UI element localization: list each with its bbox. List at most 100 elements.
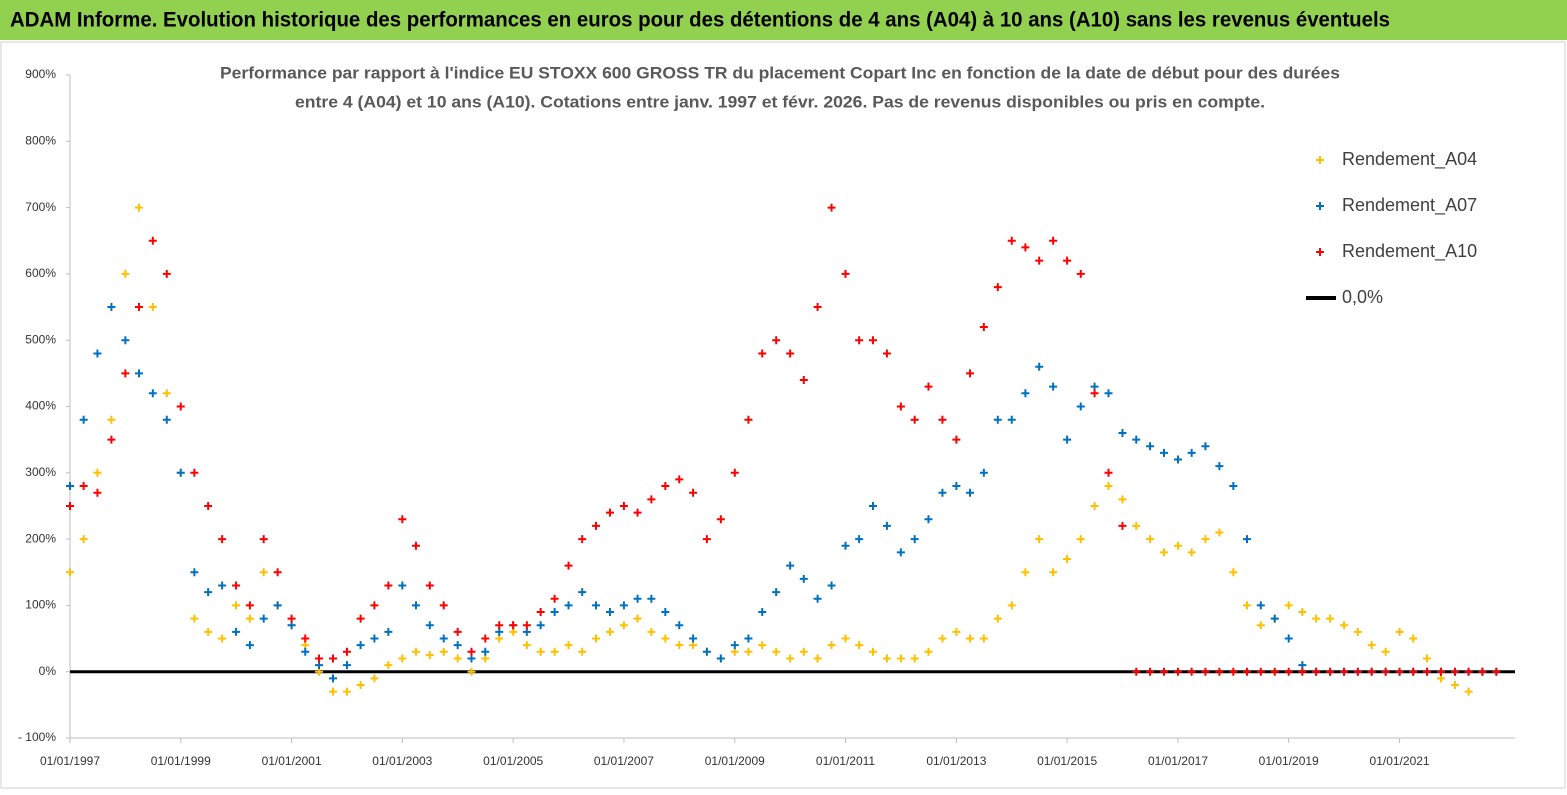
point xyxy=(398,515,407,524)
point xyxy=(1076,535,1085,544)
point xyxy=(799,574,808,583)
point xyxy=(619,621,628,630)
point xyxy=(1104,389,1113,398)
point xyxy=(107,415,116,424)
point xyxy=(910,654,919,663)
point xyxy=(605,608,614,617)
point xyxy=(689,488,698,497)
x-tick-label: 01/01/2007 xyxy=(594,754,654,768)
point xyxy=(190,614,199,623)
x-tick-label: 01/01/1999 xyxy=(151,754,211,768)
point xyxy=(758,349,767,358)
point xyxy=(1256,667,1265,676)
point xyxy=(356,641,365,650)
banner xyxy=(0,0,1567,40)
point xyxy=(966,488,975,497)
point xyxy=(952,435,961,444)
point xyxy=(1049,568,1058,577)
point xyxy=(439,601,448,610)
point xyxy=(1118,521,1127,530)
point xyxy=(564,601,573,610)
point xyxy=(772,588,781,597)
point xyxy=(190,568,199,577)
x-tick-label: 01/01/2021 xyxy=(1370,754,1430,768)
point xyxy=(661,482,670,491)
y-tick-label: 600% xyxy=(25,266,56,280)
point xyxy=(232,627,241,636)
point xyxy=(1326,614,1335,623)
point xyxy=(1173,667,1182,676)
point xyxy=(744,634,753,643)
point xyxy=(218,581,227,590)
point xyxy=(675,475,684,484)
point xyxy=(1118,495,1127,504)
point xyxy=(647,627,656,636)
point xyxy=(1312,667,1321,676)
point xyxy=(1284,634,1293,643)
legend-marker xyxy=(1316,202,1324,210)
point xyxy=(1090,389,1099,398)
point xyxy=(868,336,877,345)
chart-title: Performance par rapport à l'indice EU ST… xyxy=(220,63,1340,82)
point xyxy=(716,515,725,524)
point xyxy=(1007,415,1016,424)
point xyxy=(1395,627,1404,636)
point xyxy=(702,647,711,656)
point xyxy=(827,203,836,212)
point xyxy=(813,303,822,312)
point xyxy=(439,647,448,656)
point xyxy=(356,614,365,623)
point xyxy=(1090,501,1099,510)
point xyxy=(1423,667,1432,676)
point xyxy=(259,535,268,544)
point xyxy=(1312,614,1321,623)
point xyxy=(772,336,781,345)
point xyxy=(896,654,905,663)
point xyxy=(259,614,268,623)
point xyxy=(882,654,891,663)
point xyxy=(702,535,711,544)
point xyxy=(675,641,684,650)
point xyxy=(107,435,116,444)
point xyxy=(1492,667,1501,676)
legend-label: Rendement_A07 xyxy=(1342,195,1477,216)
y-tick-label: 0% xyxy=(39,664,57,678)
point xyxy=(1423,654,1432,663)
point xyxy=(1340,621,1349,630)
point xyxy=(868,647,877,656)
point xyxy=(1173,455,1182,464)
point xyxy=(467,667,476,676)
point xyxy=(1201,535,1210,544)
point xyxy=(204,588,213,597)
point xyxy=(66,482,74,491)
point xyxy=(966,634,975,643)
point xyxy=(536,647,545,656)
point xyxy=(370,601,379,610)
point xyxy=(384,581,393,590)
point xyxy=(924,515,933,524)
point xyxy=(1229,482,1238,491)
legend-box xyxy=(1290,120,1502,320)
point xyxy=(813,594,822,603)
x-tick-label: 01/01/2003 xyxy=(372,754,432,768)
point xyxy=(425,621,434,630)
point xyxy=(855,535,864,544)
point xyxy=(1284,667,1293,676)
point xyxy=(176,402,185,411)
y-tick-label: - 100% xyxy=(18,730,56,744)
point xyxy=(1146,667,1155,676)
point xyxy=(342,661,351,670)
y-tick-label: 200% xyxy=(25,531,56,545)
point xyxy=(647,495,656,504)
point xyxy=(592,521,601,530)
point xyxy=(578,535,587,544)
point xyxy=(910,415,919,424)
point xyxy=(1395,667,1404,676)
point xyxy=(522,621,531,630)
point xyxy=(661,634,670,643)
point xyxy=(93,468,102,477)
point xyxy=(938,488,947,497)
point xyxy=(564,561,573,570)
point xyxy=(952,627,961,636)
point xyxy=(799,647,808,656)
